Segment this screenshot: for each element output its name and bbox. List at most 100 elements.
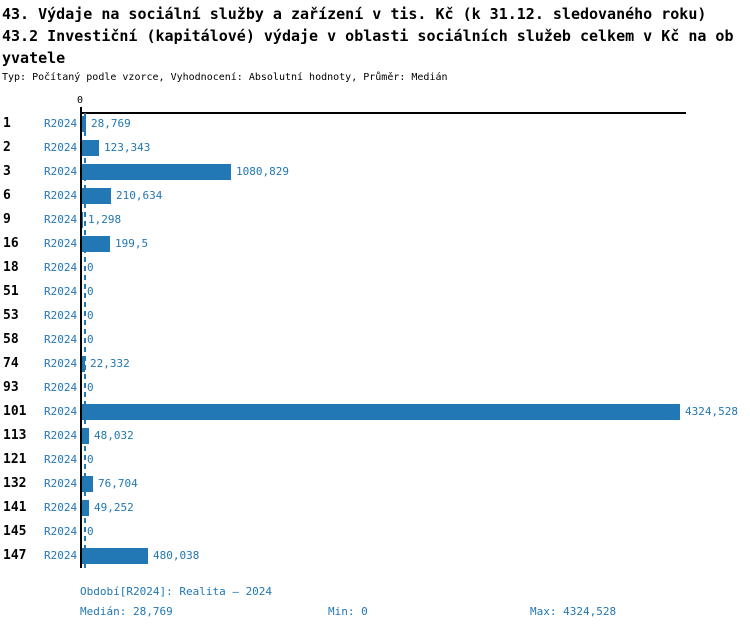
row-series-label: R2024 [44,525,78,538]
row-bar [82,428,89,444]
row-value-label: 0 [87,261,94,274]
row-bar [82,140,99,156]
row-category-label: 3 [3,164,11,179]
row-series-label: R2024 [44,477,78,490]
row-series-label: R2024 [44,405,78,418]
y-axis-line [80,107,82,568]
chart-row: 147 R2024 480,038 [0,544,750,568]
row-category-label: 16 [3,236,19,251]
row-value-label: 0 [87,285,94,298]
chart-row: 51 R2024 0 [0,280,750,304]
row-series-label: R2024 [44,333,78,346]
row-value-label: 22,332 [90,357,130,370]
chart-row: 6 R2024 210,634 [0,184,750,208]
row-bar [82,548,148,564]
row-value-label: 4324,528 [685,405,738,418]
row-series-label: R2024 [44,429,78,442]
chart-row: 145 R2024 0 [0,520,750,544]
chart-header: 43. Výdaje na sociální služby a zařízení… [2,3,734,85]
chart-row: 3 R2024 1080,829 [0,160,750,184]
row-value-label: 199,5 [115,237,149,250]
x-axis-zero-tick: 0 [76,95,84,106]
row-series-label: R2024 [44,261,78,274]
row-category-label: 6 [3,188,11,203]
row-category-label: 1 [3,116,11,131]
chart-row: 101 R2024 4324,528 [0,400,750,424]
chart-title-line-3: yvatele [2,49,66,67]
row-bar [82,500,89,516]
row-category-label: 141 [3,500,27,515]
row-category-label: 145 [3,524,27,539]
chart-row: 16 R2024 199,5 [0,232,750,256]
row-category-label: 147 [3,548,27,563]
row-series-label: R2024 [44,117,78,130]
row-series-label: R2024 [44,189,78,202]
row-category-label: 51 [3,284,19,299]
chart-row: 9 R2024 1,298 [0,208,750,232]
row-value-label: 1080,829 [236,165,289,178]
median-reference-line [84,113,86,568]
row-value-label: 48,032 [94,429,134,442]
row-series-label: R2024 [44,357,78,370]
row-bar [82,236,110,252]
row-value-label: 0 [87,453,94,466]
chart-meta-line: Typ: Počítaný podle vzorce, Vyhodnocení:… [2,72,448,83]
row-value-label: 480,038 [153,549,200,562]
row-value-label: 49,252 [94,501,134,514]
row-category-label: 53 [3,308,19,323]
row-series-label: R2024 [44,285,78,298]
row-value-label: 0 [87,309,94,322]
chart-title-line-2: 43.2 Investiční (kapitálové) výdaje v ob… [2,27,734,45]
chart-row: 113 R2024 48,032 [0,424,750,448]
row-series-label: R2024 [44,141,78,154]
row-series-label: R2024 [44,501,78,514]
row-category-label: 132 [3,476,27,491]
row-series-label: R2024 [44,165,78,178]
chart-row: 1 R2024 28,769 [0,112,750,136]
row-value-label: 123,343 [104,141,151,154]
row-value-label: 210,634 [116,189,163,202]
row-category-label: 58 [3,332,19,347]
footer-period-label: Období[R2024]: Realita – 2024 [80,585,273,598]
chart-title-line-1: 43. Výdaje na sociální služby a zařízení… [2,5,707,23]
row-category-label: 2 [3,140,11,155]
row-bar [82,356,85,372]
footer-max-label: Max: 4324,528 [530,605,617,618]
row-series-label: R2024 [44,549,78,562]
chart-row: 93 R2024 0 [0,376,750,400]
footer-min-label: Min: 0 [328,605,368,618]
row-category-label: 121 [3,452,27,467]
row-value-label: 0 [87,381,94,394]
row-value-label: 0 [87,525,94,538]
chart-row: 2 R2024 123,343 [0,136,750,160]
row-value-label: 1,298 [88,213,122,226]
row-bar [82,116,86,132]
row-series-label: R2024 [44,381,78,394]
row-category-label: 113 [3,428,27,443]
footer-median-label: Medián: 28,769 [80,605,173,618]
row-value-label: 0 [87,333,94,346]
row-category-label: 74 [3,356,19,371]
row-bar [82,188,111,204]
chart-row: 74 R2024 22,332 [0,352,750,376]
row-bar [82,476,93,492]
row-series-label: R2024 [44,237,78,250]
row-series-label: R2024 [44,309,78,322]
chart-row: 18 R2024 0 [0,256,750,280]
row-bar [82,404,680,420]
row-bar [82,164,231,180]
row-category-label: 18 [3,260,19,275]
row-category-label: 93 [3,380,19,395]
chart-row: 53 R2024 0 [0,304,750,328]
chart-row: 132 R2024 76,704 [0,472,750,496]
row-series-label: R2024 [44,453,78,466]
row-value-label: 76,704 [98,477,138,490]
chart-row: 121 R2024 0 [0,448,750,472]
chart-row: 58 R2024 0 [0,328,750,352]
chart-row: 141 R2024 49,252 [0,496,750,520]
x-axis-line [80,112,686,114]
row-bar [82,212,83,228]
row-category-label: 101 [3,404,27,419]
